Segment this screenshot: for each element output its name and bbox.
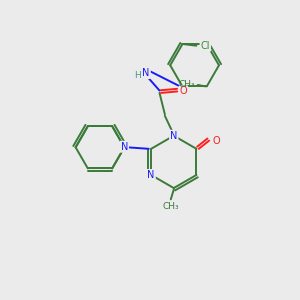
Text: CH₃: CH₃ xyxy=(163,202,179,211)
Text: O: O xyxy=(179,86,187,96)
Text: O: O xyxy=(212,136,220,146)
Text: CH₃: CH₃ xyxy=(178,80,195,88)
Text: Cl: Cl xyxy=(200,41,210,51)
Text: N: N xyxy=(170,131,178,141)
Text: H: H xyxy=(134,70,141,80)
Text: N: N xyxy=(142,68,150,78)
Text: N: N xyxy=(147,170,155,180)
Text: N: N xyxy=(121,142,128,152)
